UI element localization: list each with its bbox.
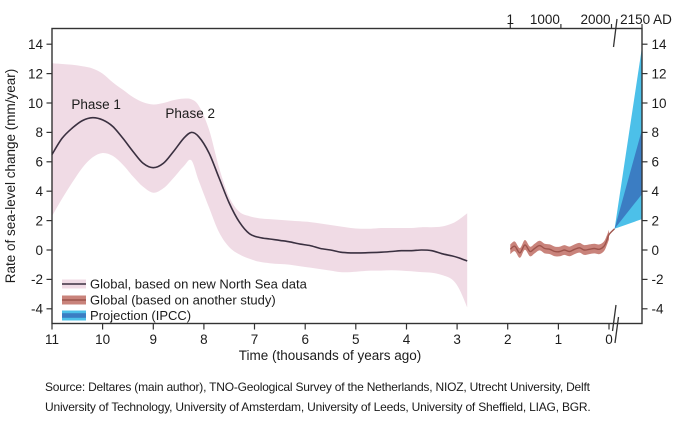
top-tick-label: 2000 [580, 12, 610, 27]
y-tick-label-right: 10 [652, 96, 667, 111]
y-tick-label-left: 2 [35, 213, 43, 228]
other-study-rate-line [509, 228, 616, 254]
legend-label: Global (based on another study) [90, 293, 276, 308]
top-tick-label: 2150 AD [620, 12, 672, 27]
x-tick-label: 3 [453, 332, 461, 347]
top-axis-break [612, 18, 618, 48]
source-line-1: Source: Deltares (main author), TNO-Geol… [45, 380, 590, 394]
x-tick-label: 1 [555, 332, 563, 347]
x-tick-label: 6 [301, 332, 309, 347]
y-tick-label-left: -4 [31, 302, 43, 317]
phase-annotation: Phase 1 [71, 97, 121, 112]
north-sea-uncertainty-band [52, 63, 468, 308]
other-study-uncertainty-band [510, 229, 609, 258]
y-tick-label-left: -2 [31, 272, 43, 287]
x-tick-label: 5 [352, 332, 360, 347]
y-tick-label-right: 14 [652, 37, 668, 52]
x-tick-label: 10 [95, 332, 110, 347]
y-axis-title: Rate of sea-level change (mm/year) [3, 69, 18, 284]
y-tick-label-left: 10 [28, 96, 43, 111]
y-tick-label-left: 0 [35, 243, 43, 258]
y-tick-label-right: 0 [652, 243, 660, 258]
legend-label: Projection (IPCC) [90, 308, 191, 323]
x-tick-label: 8 [200, 332, 208, 347]
x-tick-label: 4 [403, 332, 411, 347]
y-tick-label-right: 2 [652, 213, 660, 228]
legend-label: Global, based on new North Sea data [90, 277, 308, 292]
plot-frame [51, 27, 643, 325]
x-tick-label: 9 [150, 332, 158, 347]
y-tick-label-left: 6 [35, 155, 43, 170]
y-tick-label-right: -4 [652, 302, 664, 317]
source-credit: Source: Deltares (main author), TNO-Geol… [45, 377, 685, 417]
x-tick-label: 2 [504, 332, 512, 347]
legend-swatch-inner-band [62, 313, 86, 318]
y-tick-label-left: 4 [35, 184, 43, 199]
x-tick-label: 7 [251, 332, 259, 347]
y-tick-label-right: 12 [652, 66, 667, 81]
y-tick-label-right: 6 [652, 155, 660, 170]
x-tick-label: 11 [45, 332, 59, 347]
phase-annotation: Phase 2 [165, 106, 215, 121]
bottom-axis-break [611, 304, 620, 344]
y-tick-label-right: 4 [652, 184, 660, 199]
y-tick-label-left: 8 [35, 125, 43, 140]
y-tick-label-right: 8 [652, 125, 660, 140]
y-tick-label-left: 14 [28, 37, 44, 52]
x-axis-title: Time (thousands of years ago) [239, 348, 422, 363]
y-tick-label-right: -2 [652, 272, 664, 287]
x-tick-label: 0 [605, 332, 613, 347]
ipcc-projection-inner-fan [614, 129, 642, 229]
y-tick-label-left: 12 [28, 66, 43, 81]
source-line-2: University of Technology, University of … [45, 400, 591, 414]
top-tick-label: 1 [507, 12, 515, 27]
top-tick-label: 1000 [530, 12, 560, 27]
north-sea-rate-line [51, 116, 468, 262]
